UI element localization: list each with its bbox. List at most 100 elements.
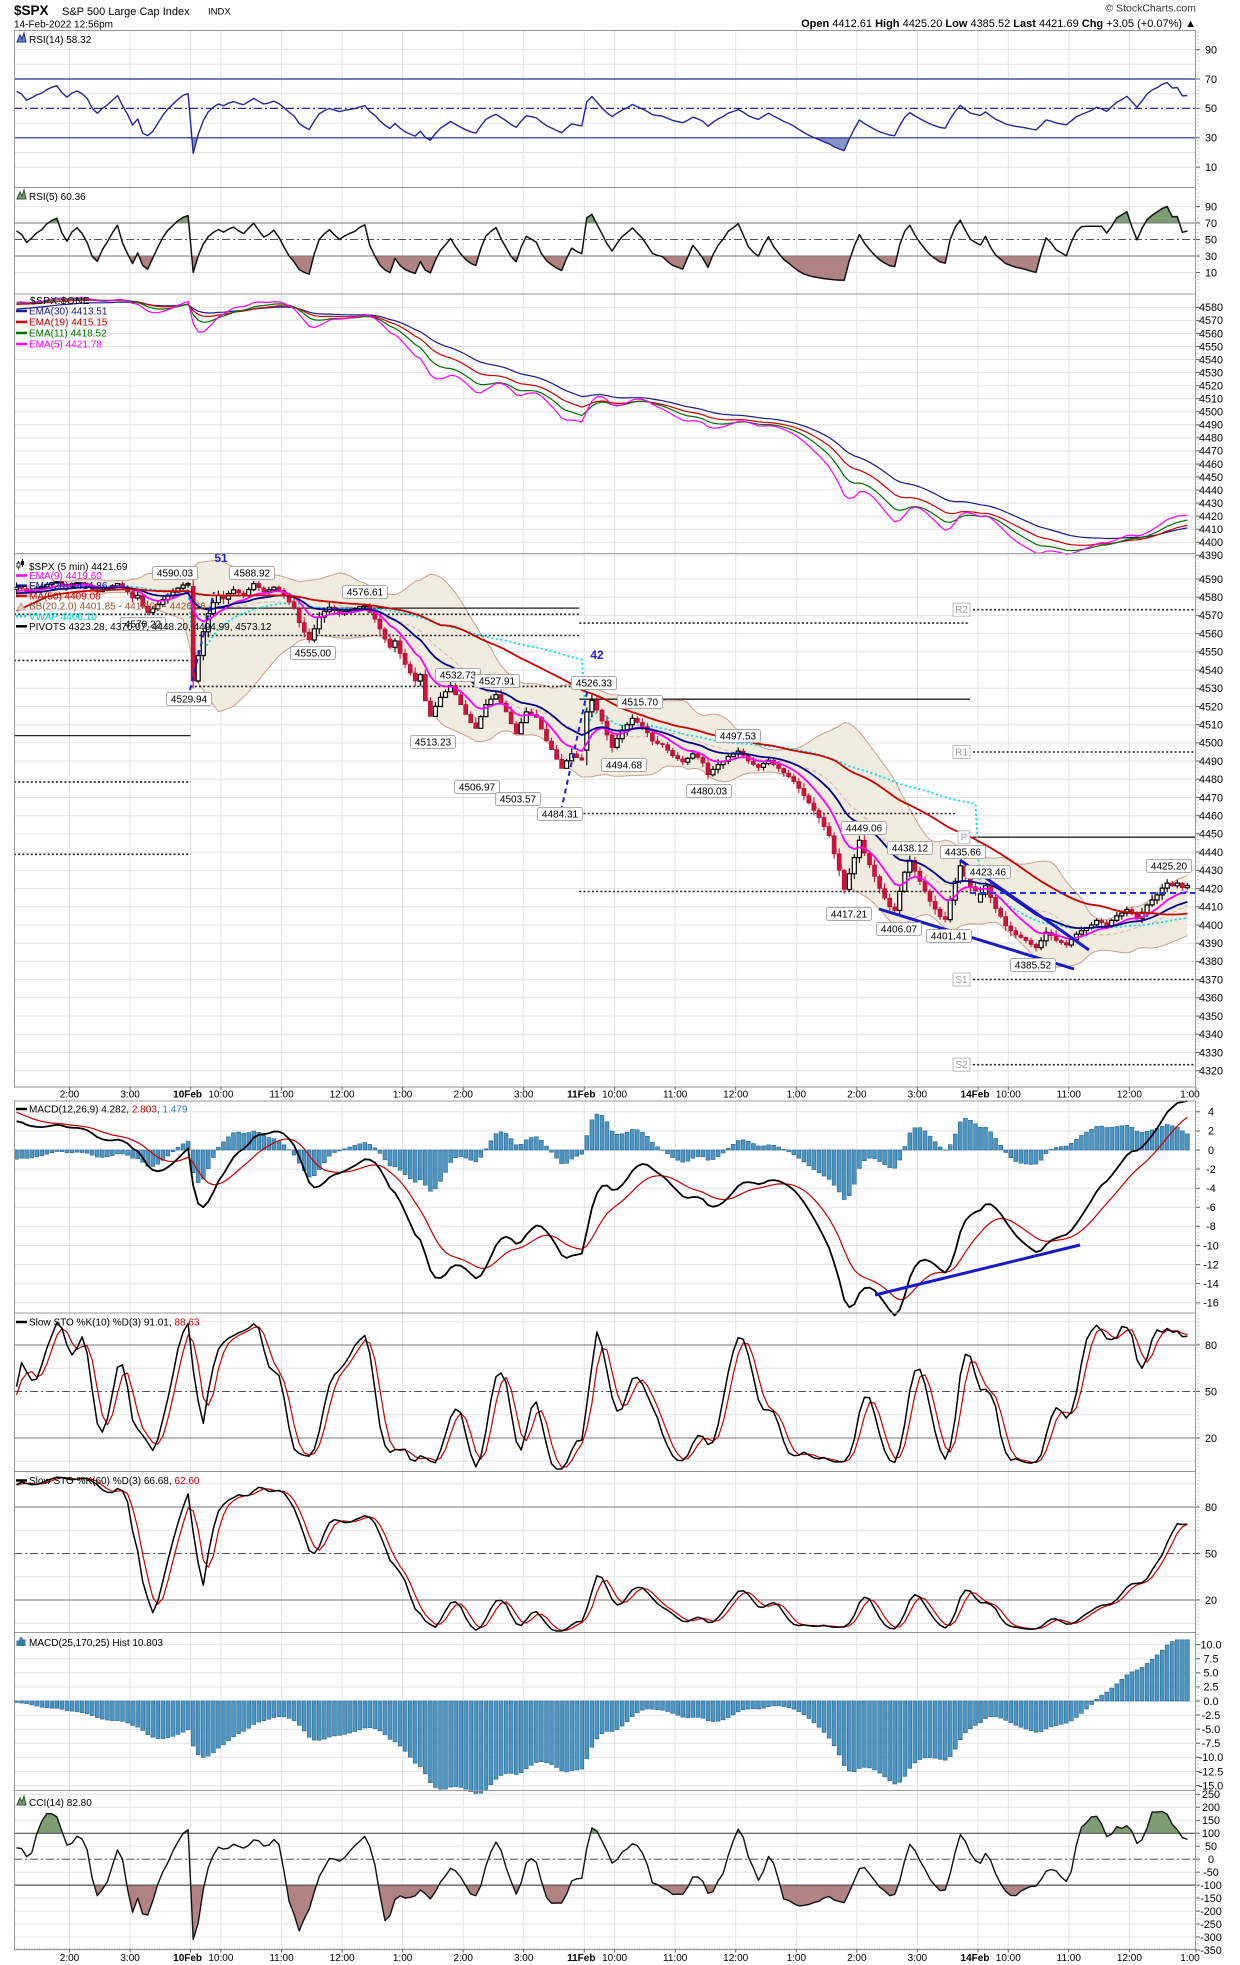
svg-text:4450: 4450 — [1199, 829, 1223, 841]
svg-text:11:00: 11:00 — [663, 1090, 688, 1101]
svg-text:10:00: 10:00 — [996, 1953, 1021, 1964]
svg-text:4530: 4530 — [1199, 367, 1223, 379]
svg-text:2.5: 2.5 — [1203, 1682, 1218, 1694]
svg-text:-7.5: -7.5 — [1202, 1738, 1221, 1750]
svg-text:20: 20 — [1205, 1595, 1217, 1607]
svg-text:4520: 4520 — [1199, 701, 1223, 713]
svg-text:4460: 4460 — [1199, 811, 1223, 823]
svg-text:11:00: 11:00 — [663, 1953, 688, 1964]
svg-text:4390: 4390 — [1199, 550, 1223, 562]
svg-text:-14: -14 — [1203, 1279, 1219, 1291]
svg-text:PIVOTS 4323.28, 4370.07, 4448.: PIVOTS 4323.28, 4370.07, 4448.20, 4494.9… — [29, 622, 272, 633]
svg-text:4410: 4410 — [1199, 902, 1223, 914]
svg-text:80: 80 — [1205, 1502, 1217, 1514]
svg-text:12:00: 12:00 — [330, 1090, 355, 1101]
svg-text:-250: -250 — [1200, 1919, 1222, 1931]
svg-text:1:00: 1:00 — [1180, 1953, 1200, 1964]
svg-text:S&P 500 Large Cap Index: S&P 500 Large Cap Index — [62, 6, 190, 18]
svg-text:14Feb: 14Feb — [961, 1953, 990, 1964]
svg-text:-12.5: -12.5 — [1199, 1766, 1224, 1778]
svg-text:10Feb: 10Feb — [173, 1953, 202, 1964]
svg-text:4330: 4330 — [1199, 1047, 1223, 1059]
svg-text:3:00: 3:00 — [120, 1953, 140, 1964]
svg-text:10:00: 10:00 — [602, 1953, 627, 1964]
svg-text:4580: 4580 — [1199, 302, 1223, 314]
svg-text:$SPX:$ONE: $SPX:$ONE — [30, 296, 90, 307]
svg-text:1:00: 1:00 — [393, 1090, 413, 1101]
svg-text:-50: -50 — [1203, 1867, 1219, 1879]
svg-text:4484.31: 4484.31 — [542, 810, 579, 821]
svg-text:INDX: INDX — [208, 7, 231, 18]
svg-text:4440: 4440 — [1199, 485, 1223, 497]
svg-text:4370: 4370 — [1199, 974, 1223, 986]
svg-text:10:00: 10:00 — [602, 1090, 627, 1101]
svg-text:4570: 4570 — [1199, 610, 1223, 622]
svg-text:R2: R2 — [955, 605, 968, 616]
svg-text:50: 50 — [1205, 1548, 1217, 1560]
svg-text:4490: 4490 — [1199, 420, 1223, 432]
svg-text:4380: 4380 — [1199, 956, 1223, 968]
svg-text:4510: 4510 — [1199, 394, 1223, 406]
svg-text:4449.06: 4449.06 — [846, 824, 883, 835]
svg-text:R1: R1 — [955, 748, 968, 759]
svg-text:4532.73: 4532.73 — [440, 671, 477, 682]
svg-text:51: 51 — [214, 551, 228, 565]
svg-text:50: 50 — [1205, 103, 1217, 115]
svg-text:7.5: 7.5 — [1203, 1654, 1218, 1666]
svg-text:4494.68: 4494.68 — [606, 761, 643, 772]
svg-text:Slow STO %K(60) %D(3) 66.68, 6: Slow STO %K(60) %D(3) 66.68, 62.60 — [29, 1476, 200, 1487]
svg-text:RSI(14) 58.32: RSI(14) 58.32 — [29, 35, 92, 46]
svg-text:2:00: 2:00 — [60, 1953, 80, 1964]
svg-text:4550: 4550 — [1199, 341, 1223, 353]
svg-text:4560: 4560 — [1199, 628, 1223, 640]
svg-text:4500: 4500 — [1199, 738, 1223, 750]
svg-text:4480: 4480 — [1199, 433, 1223, 445]
svg-text:2:00: 2:00 — [60, 1090, 80, 1101]
svg-text:EMA(5) 4421.78: EMA(5) 4421.78 — [29, 340, 102, 351]
svg-text:4590: 4590 — [1199, 574, 1223, 586]
svg-text:4435.66: 4435.66 — [945, 848, 982, 859]
svg-text:4588.92: 4588.92 — [234, 569, 271, 580]
svg-text:VWAP 4406.10: VWAP 4406.10 — [29, 612, 97, 623]
svg-text:4515.70: 4515.70 — [622, 698, 659, 709]
svg-text:3:00: 3:00 — [908, 1090, 928, 1101]
svg-text:4360: 4360 — [1199, 993, 1223, 1005]
svg-text:4406.07: 4406.07 — [881, 925, 918, 936]
svg-text:4385.52: 4385.52 — [1015, 961, 1052, 972]
svg-text:EMA(20) 4414.86: EMA(20) 4414.86 — [29, 581, 108, 592]
svg-text:-300: -300 — [1200, 1932, 1222, 1944]
svg-text:4520: 4520 — [1199, 381, 1223, 393]
svg-text:4500: 4500 — [1199, 407, 1223, 419]
svg-text:4480.03: 4480.03 — [691, 787, 728, 798]
svg-text:2:00: 2:00 — [847, 1953, 867, 1964]
svg-text:4350: 4350 — [1199, 1011, 1223, 1023]
svg-text:-2.5: -2.5 — [1202, 1710, 1221, 1722]
svg-text:4497.53: 4497.53 — [720, 732, 757, 743]
svg-text:-2: -2 — [1206, 1164, 1216, 1176]
svg-text:0: 0 — [1208, 1854, 1214, 1866]
svg-text:Open 4412.61 High 4425.20 Low: Open 4412.61 High 4425.20 Low 4385.52 La… — [801, 18, 1196, 30]
svg-text:4540: 4540 — [1199, 665, 1223, 677]
svg-text:4529.94: 4529.94 — [171, 695, 208, 706]
svg-text:P: P — [961, 833, 968, 844]
svg-text:4550: 4550 — [1199, 647, 1223, 659]
svg-text:-15.0: -15.0 — [1199, 1780, 1224, 1792]
svg-text:10:00: 10:00 — [208, 1953, 233, 1964]
svg-text:4423.46: 4423.46 — [970, 868, 1007, 879]
svg-text:S1: S1 — [955, 975, 968, 986]
svg-text:1:00: 1:00 — [787, 1090, 807, 1101]
svg-text:$SPX (5 min) 4421.69: $SPX (5 min) 4421.69 — [29, 562, 128, 573]
svg-text:4340: 4340 — [1199, 1029, 1223, 1041]
svg-text:2:00: 2:00 — [453, 1953, 473, 1964]
svg-text:10:00: 10:00 — [208, 1090, 233, 1101]
svg-text:-8: -8 — [1206, 1221, 1216, 1233]
svg-text:12:00: 12:00 — [723, 1090, 748, 1101]
svg-text:4320: 4320 — [1199, 1066, 1223, 1078]
svg-text:80: 80 — [1205, 1340, 1217, 1352]
svg-text:2: 2 — [1208, 1126, 1214, 1138]
svg-text:EMA(19) 4415.15: EMA(19) 4415.15 — [29, 318, 108, 329]
svg-text:4480: 4480 — [1199, 774, 1223, 786]
svg-text:4490: 4490 — [1199, 756, 1223, 768]
svg-text:4390: 4390 — [1199, 938, 1223, 950]
svg-text:4576.61: 4576.61 — [347, 588, 384, 599]
